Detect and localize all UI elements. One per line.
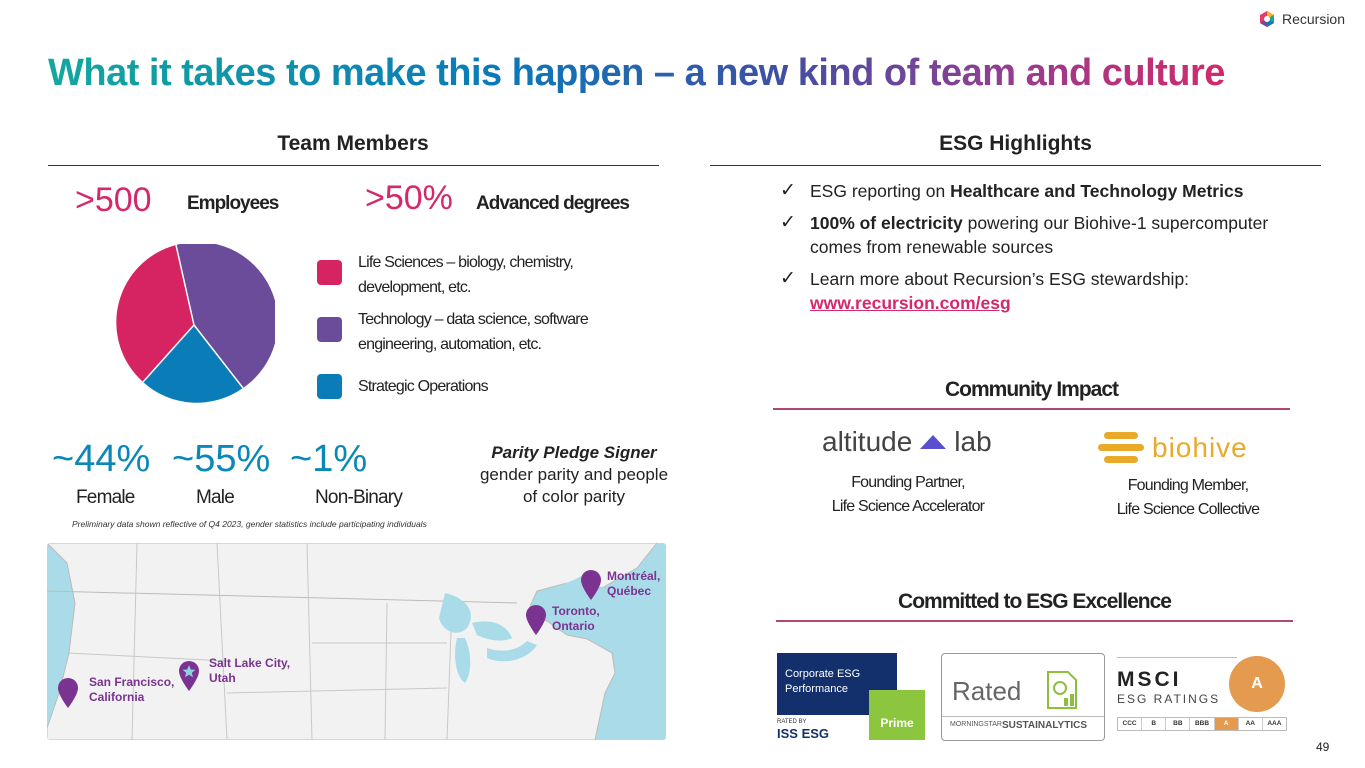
sustainalytics-badge: Rated MORNINGSTAR SUSTAINALYTICS	[941, 653, 1105, 741]
employees-label: Employees	[187, 193, 279, 214]
map-star-pin-icon	[179, 661, 199, 691]
stat-nonbinary-label: Non-Binary	[315, 487, 403, 508]
altitude-lab-logo: altitude lab	[822, 426, 992, 457]
checkmark-icon: ✓	[780, 268, 796, 289]
community-divider	[773, 408, 1290, 410]
page-number: 49	[1316, 740, 1330, 754]
city-salt-lake-city: Salt Lake City, Utah	[209, 656, 291, 685]
team-composition-pie	[116, 244, 275, 403]
msci-scale-cell: BB	[1165, 718, 1189, 730]
map-pin-icon	[581, 570, 601, 600]
stat-female-label: Female	[76, 487, 135, 508]
stat-male-label: Male	[196, 487, 235, 508]
degrees-value: >50%	[365, 179, 453, 217]
msci-grade-circle: A	[1229, 656, 1285, 712]
mountain-icon	[920, 435, 947, 449]
excellence-divider	[776, 620, 1293, 622]
esg-item-stewardship: ✓ Learn more about Recursion’s ESG stewa…	[780, 268, 1190, 313]
stat-nonbinary-value: ~1%	[290, 438, 368, 480]
biohive-logo: biohive	[1098, 430, 1248, 466]
legend-swatch-strategic-operations	[317, 374, 342, 399]
pie-slice-strategic-operations	[143, 325, 243, 403]
city-montreal: Montréal, Québec	[607, 569, 661, 598]
city-san-francisco: San Francisco, California	[89, 675, 175, 704]
stat-male-value: ~55%	[172, 438, 271, 480]
esg-link[interactable]: www.recursion.com/esg	[810, 293, 1011, 313]
esg-list: ✓ ESG reporting on Healthcare and Techno…	[780, 179, 1320, 315]
esg-divider	[710, 165, 1321, 166]
community-impact-heading: Community Impact	[944, 378, 1119, 401]
msci-scale-cell: BBB	[1189, 718, 1213, 730]
esg-item-reporting: ✓ ESG reporting on Healthcare and Techno…	[780, 180, 1244, 201]
pie-slice-life-sciences	[116, 245, 194, 382]
stat-female-value: ~44%	[52, 438, 151, 480]
team-members-heading: Team Members	[277, 132, 429, 155]
esg-highlights-heading: ESG Highlights	[939, 132, 1092, 155]
altitude-lab-caption: Founding Partner, Life Science Accelerato…	[831, 474, 985, 515]
msci-scale-cell: A	[1213, 718, 1238, 730]
footnote: Preliminary data shown reflective of Q4 …	[72, 519, 427, 529]
biohive-caption: Founding Member, Life Science Collective	[1116, 477, 1260, 518]
recursion-logo: Recursion	[1258, 10, 1345, 28]
legend-swatch-technology	[317, 317, 342, 342]
rating-report-icon	[1047, 671, 1077, 709]
team-divider	[48, 165, 659, 166]
iss-esg-badge: Corporate ESG Performance Prime RATED BY …	[777, 653, 927, 741]
map-graphic	[47, 543, 658, 740]
city-toronto: Toronto, Ontario	[552, 604, 600, 633]
legend-strategic-operations: Strategic Operations	[358, 378, 489, 395]
legend-swatch-life-sciences	[317, 260, 342, 285]
msci-scale-cell: B	[1141, 718, 1165, 730]
locations-map: San Francisco, California Salt Lake City,…	[47, 543, 666, 740]
msci-rating-scale: CCC B BB BBB A AA AAA	[1117, 717, 1287, 731]
checkmark-icon: ✓	[780, 180, 796, 201]
parity-pledge: Parity Pledge Signer gender parity and p…	[463, 442, 685, 508]
page-title: What it takes to make this happen – a ne…	[48, 52, 1225, 94]
map-pin-icon	[526, 605, 546, 635]
msci-scale-cell: CCC	[1122, 720, 1137, 727]
parity-pledge-line2: of color parity	[522, 487, 626, 506]
esg-excellence-heading: Committed to ESG Excellence	[898, 590, 1172, 613]
recursion-logo-icon	[1259, 11, 1274, 27]
logo-text: Recursion	[1281, 11, 1345, 27]
parity-pledge-line1: gender parity and people	[479, 465, 669, 484]
employees-value: >500	[75, 181, 152, 219]
degrees-label: Advanced degrees	[476, 193, 630, 214]
parity-pledge-title: Parity Pledge Signer	[491, 443, 657, 462]
legend-life-sciences: Life Sciences – biology, chemistry, devel…	[358, 254, 574, 296]
biohive-logo-icon	[1098, 432, 1144, 463]
msci-scale-cell: AAA	[1261, 718, 1286, 730]
esg-item-electricity: ✓ 100% of electricity powering our Biohi…	[780, 212, 1269, 257]
msci-esg-badge: MSCI ESG RATINGS A CCC B BB BBB A AA AAA	[1117, 656, 1287, 732]
biohive-name: biohive	[1152, 432, 1248, 463]
legend-technology: Technology – data science, software engin…	[358, 311, 589, 353]
msci-scale-cell: AA	[1237, 718, 1262, 730]
map-pin-icon	[58, 678, 78, 708]
checkmark-icon: ✓	[780, 212, 796, 233]
pie-slice-technology	[176, 244, 275, 388]
